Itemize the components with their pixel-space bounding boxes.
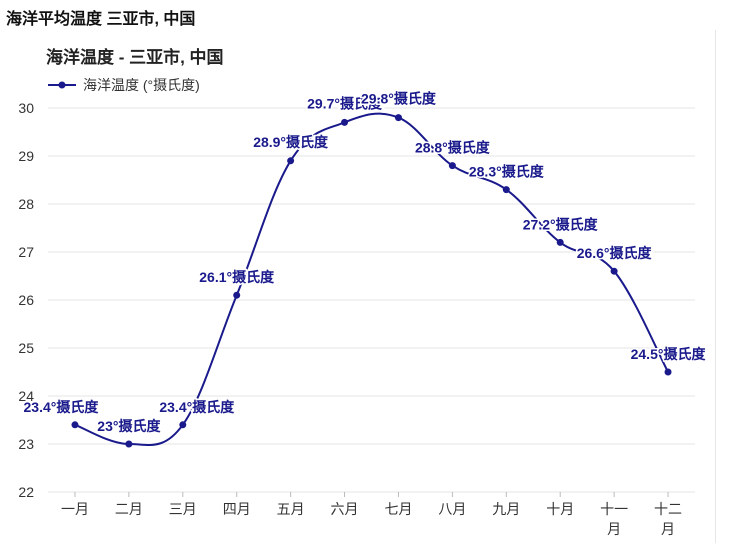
x-tick-label: 八月	[438, 501, 466, 517]
x-tick-label: 十月	[546, 501, 574, 517]
page-title: 海洋平均温度 三亚市, 中国	[6, 11, 196, 28]
y-tick-label: 29	[18, 148, 34, 164]
data-points	[71, 114, 672, 448]
data-point	[71, 421, 79, 429]
x-tick-label: 四月	[223, 501, 251, 517]
data-label: 27.2°摄氏度	[523, 216, 599, 232]
y-tick-label: 22	[18, 484, 34, 500]
card-divider	[715, 30, 716, 543]
data-point	[556, 238, 564, 246]
x-tick-label-line: 四月	[223, 501, 251, 517]
data-label: 28.9°摄氏度	[253, 134, 329, 150]
x-tick-label-line: 六月	[331, 501, 359, 517]
data-label: 26.1°摄氏度	[199, 269, 275, 285]
data-label: 29.8°摄氏度	[361, 91, 437, 107]
data-label: 28.3°摄氏度	[469, 164, 545, 180]
y-tick-label: 30	[18, 100, 34, 116]
data-point	[125, 440, 133, 448]
data-point	[341, 118, 349, 126]
chart-card: 海洋温度 - 三亚市, 中国 海洋温度 (°摄氏度) 22 23 24 25 26 27 2…	[0, 30, 722, 543]
data-point	[287, 157, 295, 165]
x-tick-label: 五月	[277, 501, 305, 517]
data-point	[610, 267, 618, 275]
y-tick-label: 27	[18, 244, 34, 260]
x-tick-label: 十二月	[654, 501, 682, 537]
data-label: 29.7°摄氏度	[307, 95, 383, 111]
x-tick-label-line: 十月	[546, 501, 574, 517]
y-tick-label: 26	[18, 292, 34, 308]
x-tick-label-line: 八月	[438, 501, 466, 517]
legend-label: 海洋温度 (°摄氏度)	[83, 77, 200, 93]
chart-title: 海洋温度 - 三亚市, 中国	[46, 47, 224, 67]
x-tick-label: 六月	[331, 501, 359, 517]
data-label: 26.6°摄氏度	[577, 245, 653, 261]
x-tick-label-line: 九月	[492, 501, 520, 517]
data-point	[664, 368, 672, 376]
x-tick-label: 九月	[492, 501, 520, 517]
y-tick-label: 23	[18, 436, 34, 452]
x-tick-label-line: 三月	[169, 501, 197, 517]
x-tick-label-line: 一月	[61, 501, 89, 517]
data-label: 24.5°摄氏度	[631, 346, 707, 362]
data-point	[233, 291, 241, 299]
ocean-temperature-chart: 海洋温度 - 三亚市, 中国 海洋温度 (°摄氏度) 2223242526272…	[18, 47, 708, 537]
data-point	[502, 186, 510, 194]
gridlines	[48, 107, 695, 497]
legend-marker	[58, 81, 66, 89]
legend[interactable]: 海洋温度 (°摄氏度)	[48, 77, 200, 93]
x-tick-label-line: 七月	[384, 501, 412, 517]
x-tick-label-line: 五月	[277, 501, 305, 517]
data-label: 23.4°摄氏度	[24, 399, 100, 415]
y-axis-ticks: 22 23 24 25 26 27 28 29 30	[18, 100, 34, 500]
x-tick-label-line: 月	[607, 521, 621, 537]
y-tick-label: 28	[18, 196, 34, 212]
x-tick-label-line: 十二	[654, 501, 682, 517]
x-tick-label-line: 月	[661, 521, 675, 537]
data-point	[179, 421, 187, 429]
x-tick-label: 三月	[169, 501, 197, 517]
series-line	[74, 112, 669, 446]
y-tick-label: 25	[18, 340, 34, 356]
data-labels: 23.4°摄氏度 23°摄氏度 23.4°摄氏度 26.1°摄氏度 28.9°摄氏度 29…	[22, 89, 708, 435]
x-tick-label-line: 二月	[115, 501, 143, 517]
data-point	[448, 162, 456, 170]
x-tick-label: 七月	[384, 501, 412, 517]
x-tick-label: 一月	[61, 501, 89, 517]
x-tick-label-line: 十一	[600, 501, 628, 517]
y-tick-label: 24	[18, 388, 34, 404]
data-label: 23°摄氏度	[97, 418, 161, 434]
data-label: 23.4°摄氏度	[159, 399, 235, 415]
x-tick-label: 二月	[115, 501, 143, 517]
x-tick-label: 十一月	[600, 501, 628, 537]
data-label: 28.8°摄氏度	[415, 140, 491, 156]
data-point	[394, 114, 402, 122]
